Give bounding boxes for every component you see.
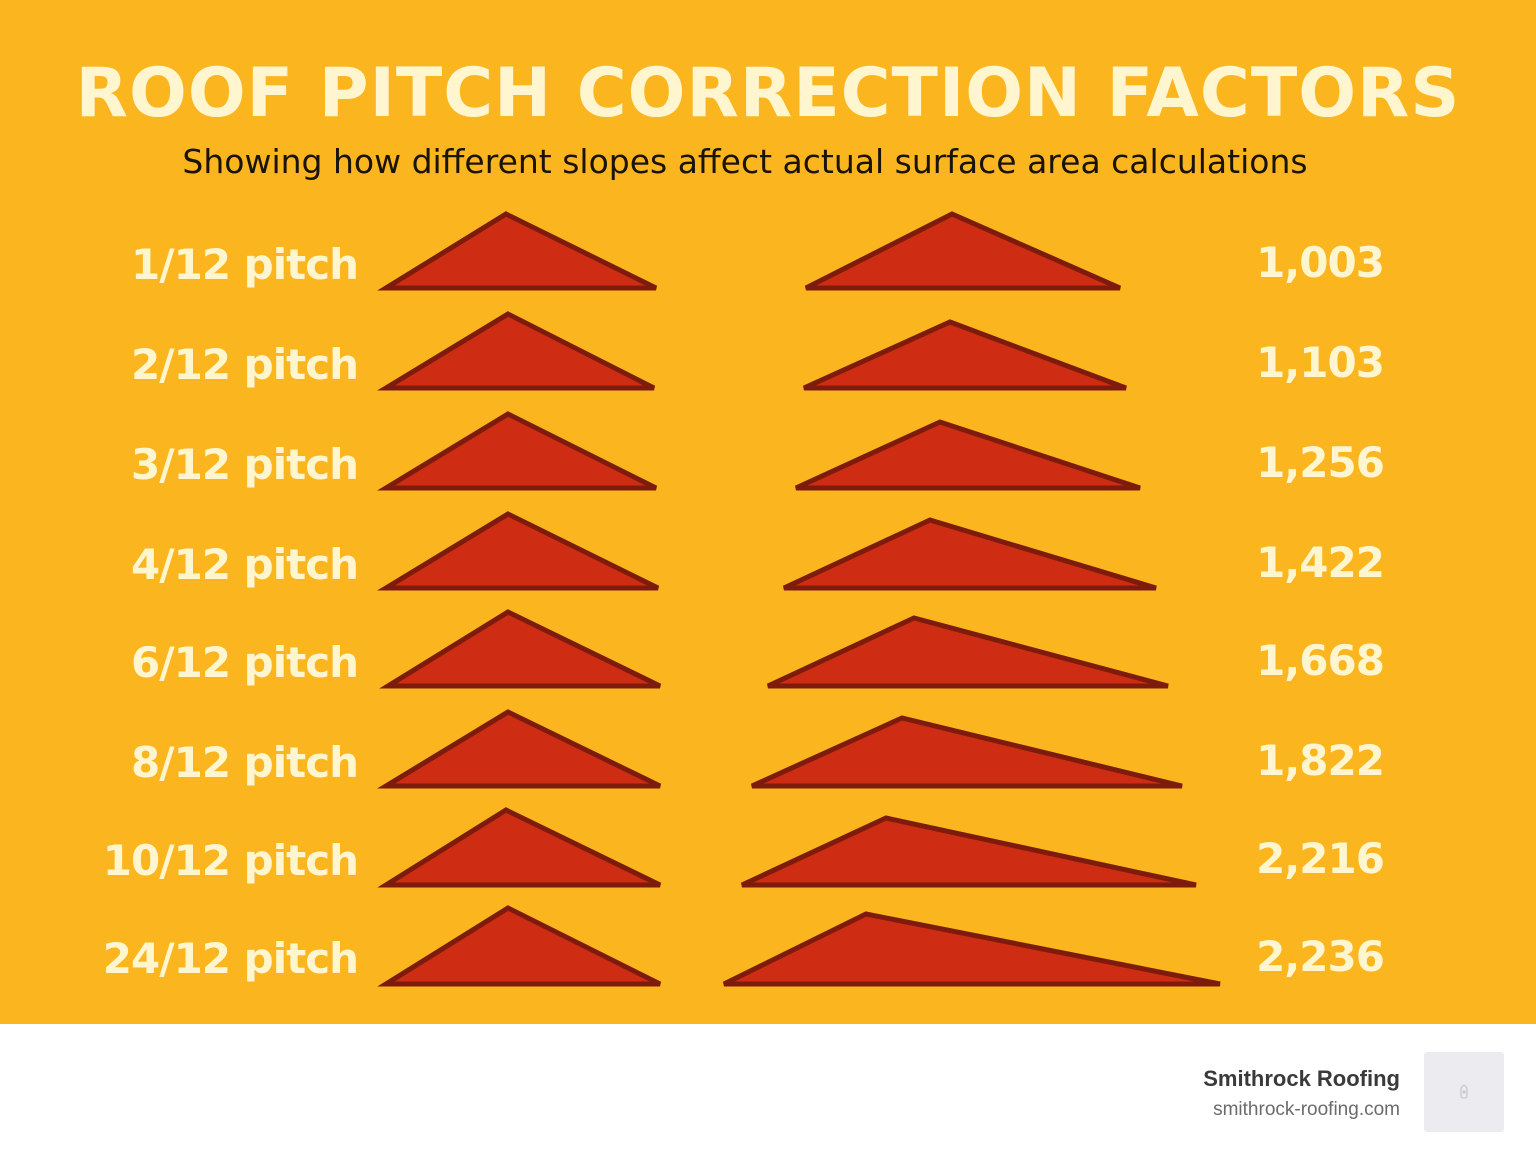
pitch-value: 1,256 bbox=[1256, 438, 1385, 487]
pitch-row: 24/12 pitch 2,236 bbox=[0, 905, 1536, 1008]
flat-roof-triangle bbox=[377, 807, 662, 888]
corrected-roof-triangle bbox=[740, 815, 1197, 888]
corrected-roof-triangle bbox=[782, 517, 1157, 591]
roof-diagram bbox=[377, 511, 1157, 591]
roof-diagram bbox=[377, 709, 1183, 789]
pitch-label: 3/12 pitch bbox=[131, 440, 359, 489]
pitch-row: 3/12 pitch 1,256 bbox=[0, 411, 1536, 514]
corrected-roof-triangle bbox=[804, 211, 1122, 291]
flat-roof-triangle bbox=[379, 609, 662, 689]
pitch-label: 10/12 pitch bbox=[102, 836, 359, 885]
pitch-row: 10/12 pitch 2,216 bbox=[0, 807, 1536, 910]
pitch-value: 1,422 bbox=[1256, 538, 1385, 587]
corrected-roof-triangle bbox=[802, 319, 1127, 391]
brand-url[interactable]: smithrock-roofing.com bbox=[1213, 1099, 1400, 1120]
pitch-value: 1,103 bbox=[1256, 338, 1385, 387]
footer-bar: Smithrock Roofing smithrock-roofing.com bbox=[0, 1024, 1536, 1154]
corrected-roof-triangle bbox=[722, 911, 1221, 987]
pitch-label: 24/12 pitch bbox=[102, 934, 359, 983]
pitch-label: 1/12 pitch bbox=[131, 240, 359, 289]
flat-roof-triangle bbox=[377, 709, 662, 789]
corrected-roof-triangle bbox=[750, 715, 1183, 789]
pitch-row: 2/12 pitch 1,103 bbox=[0, 311, 1536, 414]
logo-mark-icon bbox=[1460, 1084, 1468, 1099]
pitch-row: 8/12 pitch 1,822 bbox=[0, 709, 1536, 812]
flat-roof-triangle bbox=[377, 511, 660, 591]
flat-roof-triangle bbox=[377, 211, 658, 291]
roof-diagram bbox=[377, 807, 1197, 888]
pitch-row: 4/12 pitch 1,422 bbox=[0, 511, 1536, 614]
pitch-value: 1,822 bbox=[1256, 736, 1385, 785]
poster-title: ROOF PITCH CORRECTION FACTORS bbox=[75, 54, 1461, 133]
pitch-label: 2/12 pitch bbox=[131, 340, 359, 389]
pitch-value: 2,236 bbox=[1256, 932, 1385, 981]
pitch-value: 1,003 bbox=[1256, 238, 1385, 287]
brand-name: Smithrock Roofing bbox=[1203, 1066, 1400, 1091]
roof-diagram bbox=[379, 609, 1169, 689]
corrected-roof-triangle bbox=[766, 615, 1169, 689]
pitch-label: 8/12 pitch bbox=[131, 738, 359, 787]
roof-diagram bbox=[377, 311, 1127, 391]
corrected-roof-triangle bbox=[794, 419, 1141, 491]
pitch-row: 1/12 pitch 1,003 bbox=[0, 211, 1536, 314]
pitch-label: 6/12 pitch bbox=[131, 638, 359, 687]
flat-roof-triangle bbox=[377, 311, 656, 391]
pitch-label: 4/12 pitch bbox=[131, 540, 359, 589]
flat-roof-triangle bbox=[377, 905, 662, 987]
pitch-row: 6/12 pitch 1,668 bbox=[0, 609, 1536, 712]
poster-subtitle: Showing how different slopes affect actu… bbox=[182, 142, 1308, 181]
flat-roof-triangle bbox=[377, 411, 658, 491]
pitch-value: 1,668 bbox=[1256, 636, 1385, 685]
roof-diagram bbox=[377, 411, 1141, 491]
roof-diagram bbox=[377, 905, 1221, 987]
roof-diagram bbox=[377, 211, 1122, 291]
roofing-logo-icon bbox=[1424, 1052, 1504, 1132]
pitch-value: 2,216 bbox=[1256, 834, 1385, 883]
infographic-poster: ROOF PITCH CORRECTION FACTORS Showing ho… bbox=[0, 0, 1536, 1024]
